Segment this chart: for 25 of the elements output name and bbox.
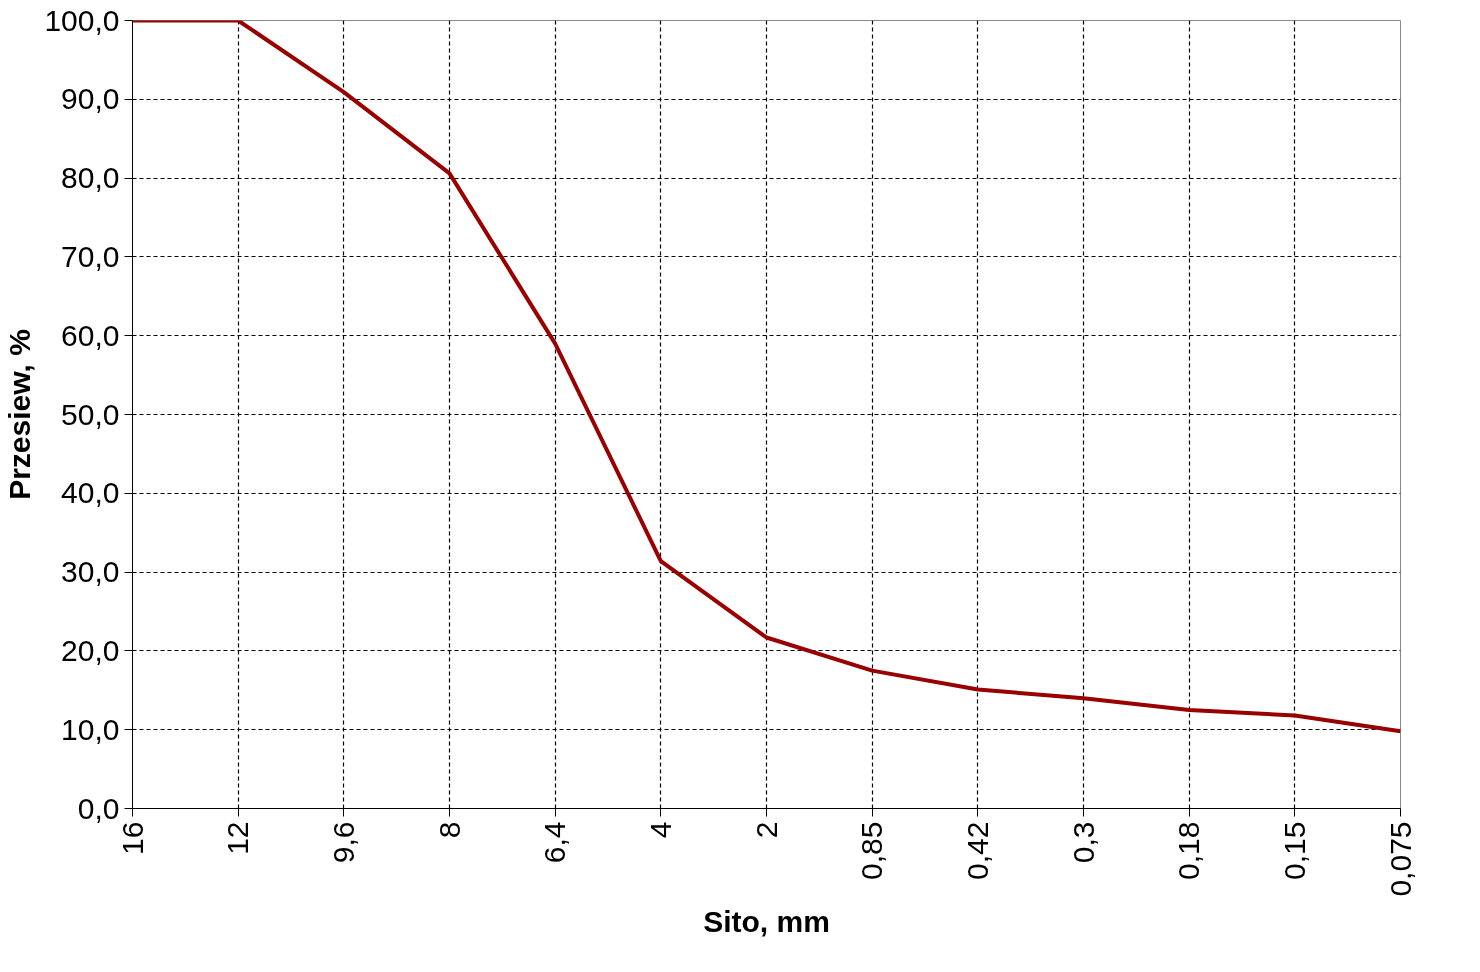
- x-tick-label: 0,18: [1172, 821, 1206, 880]
- y-tick-label: 80,0: [61, 161, 120, 195]
- x-tick-label: 8: [432, 821, 466, 839]
- x-tick-label: 0,85: [855, 821, 889, 880]
- y-tick-label: 30,0: [61, 555, 120, 589]
- y-tick-label: 60,0: [61, 318, 120, 352]
- y-tick-label: 90,0: [61, 82, 120, 116]
- line-series: [132, 20, 1401, 734]
- x-axis-title: Sito, mm: [703, 904, 830, 938]
- x-tick-label: 0,075: [1383, 821, 1417, 897]
- y-tick-label: 40,0: [61, 476, 120, 510]
- x-tick-label: 0,42: [960, 821, 994, 880]
- y-tick-label: 70,0: [61, 239, 120, 273]
- x-tick-label: 12: [221, 821, 255, 855]
- y-tick-label: 50,0: [61, 397, 120, 431]
- x-tick-label: 6,4: [538, 821, 572, 864]
- x-tick-label: 0,15: [1277, 821, 1311, 880]
- x-tick-label: 0,3: [1066, 821, 1100, 864]
- x-tick-label: 2: [749, 821, 783, 839]
- y-tick-label: 100,0: [44, 3, 120, 37]
- x-tick-label: 4: [643, 821, 677, 839]
- y-axis-title: Przesiew, %: [3, 329, 37, 500]
- x-tick-label: 9,6: [326, 821, 360, 864]
- y-tick-label: 20,0: [61, 633, 120, 667]
- y-tick-label: 10,0: [61, 712, 120, 746]
